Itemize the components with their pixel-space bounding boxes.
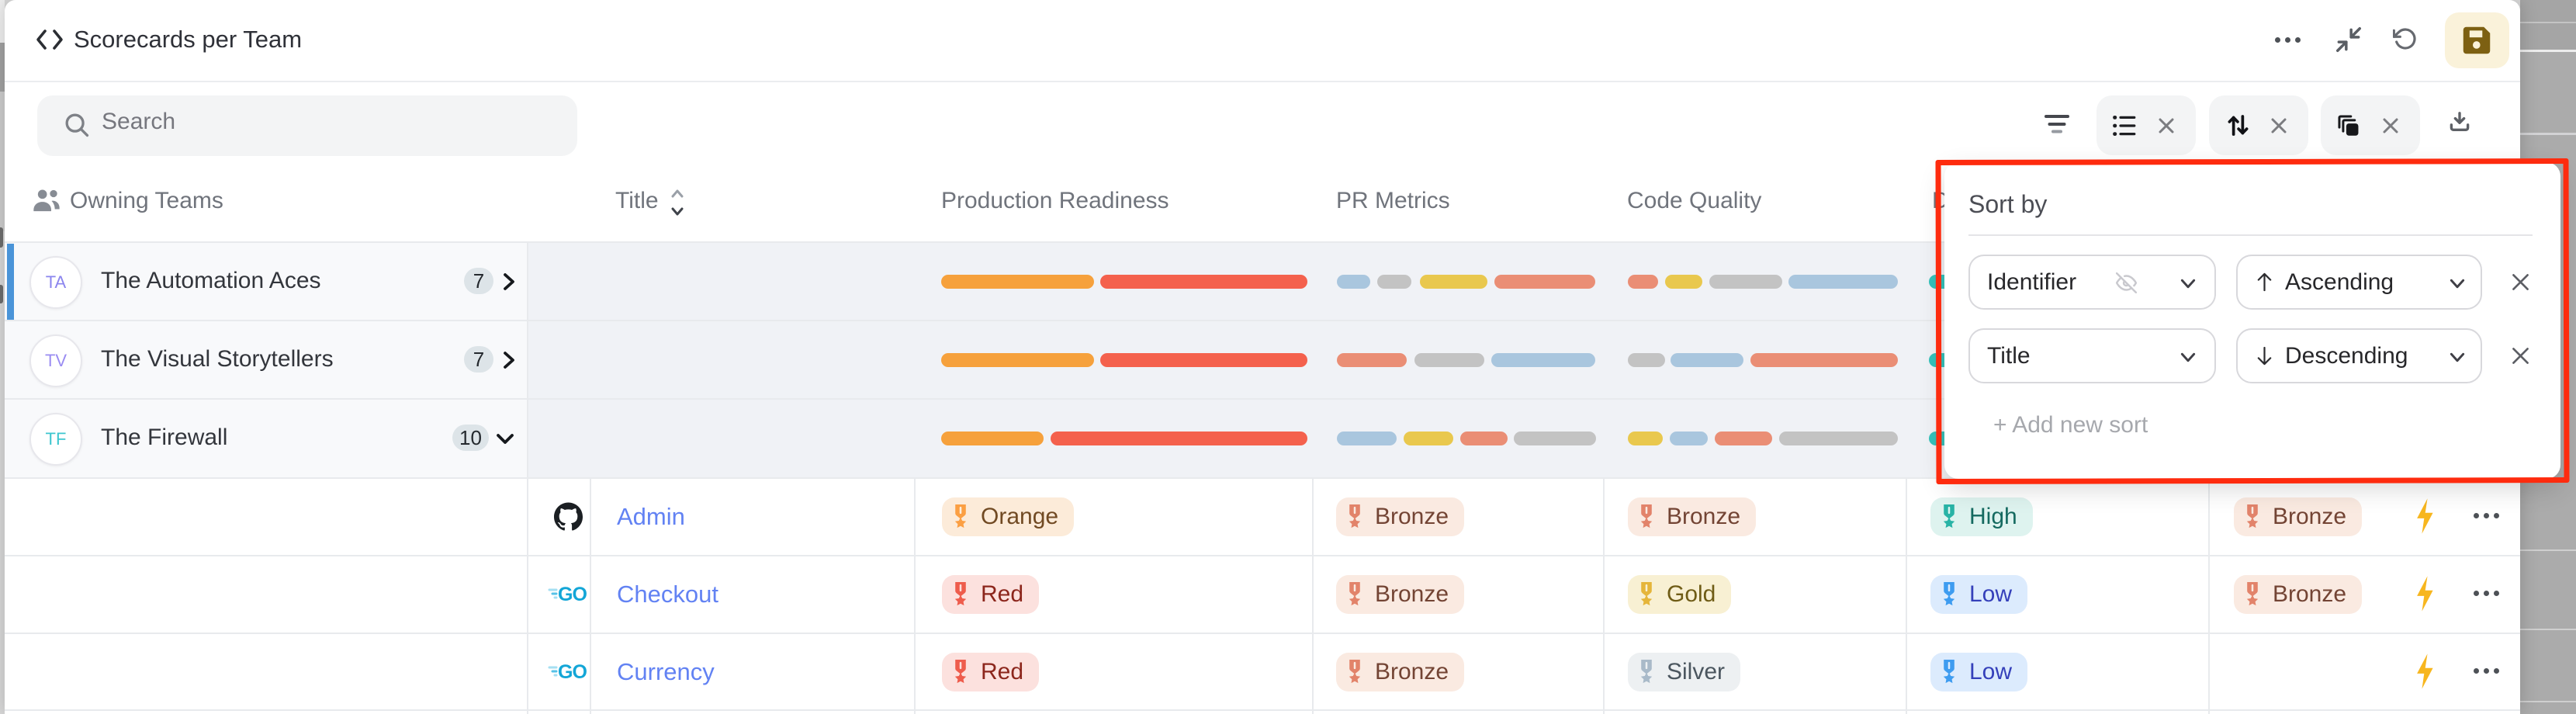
- svg-text:GO: GO: [558, 661, 587, 683]
- svg-text:GO: GO: [558, 584, 587, 605]
